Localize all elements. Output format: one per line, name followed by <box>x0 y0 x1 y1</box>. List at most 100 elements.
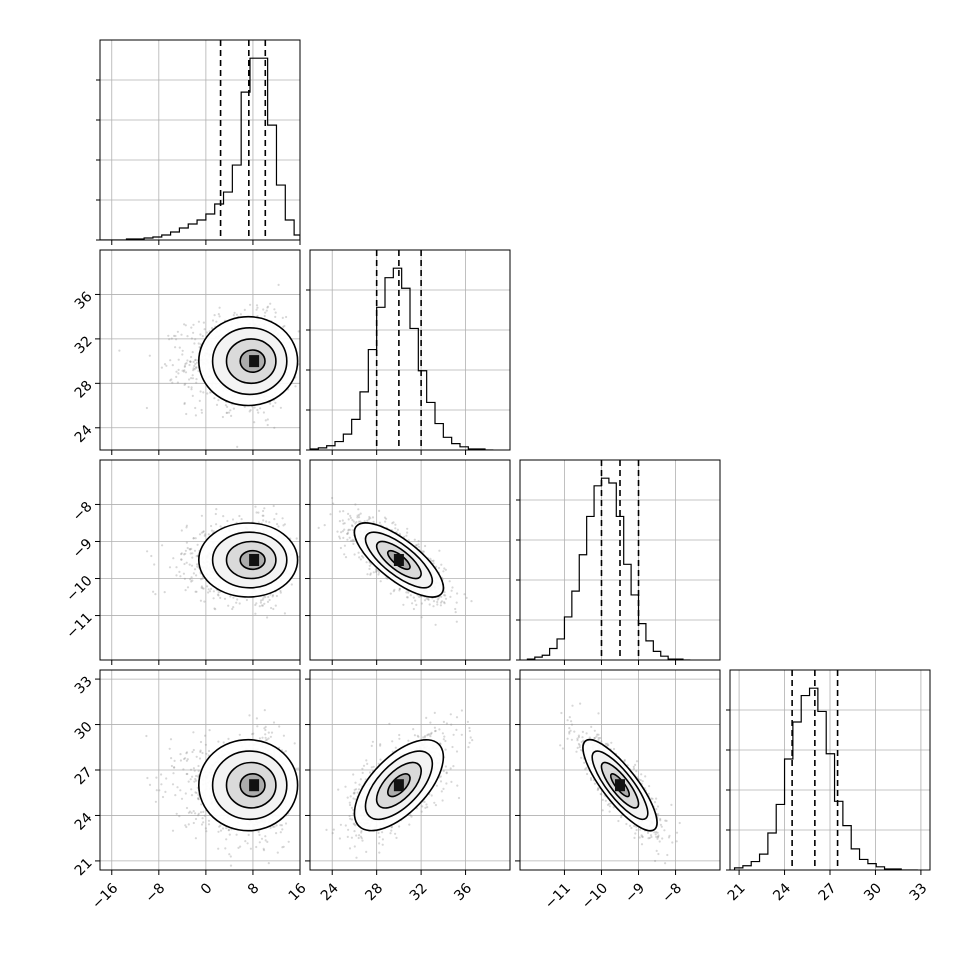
scatter-point <box>255 845 258 849</box>
scatter-point <box>263 727 266 730</box>
scatter-point <box>366 519 369 522</box>
scatter-point <box>183 323 186 326</box>
scatter-point <box>195 755 198 758</box>
scatter-point <box>208 590 212 593</box>
scatter-point <box>438 549 441 552</box>
scatter-point <box>346 531 350 534</box>
scatter-point <box>183 402 186 406</box>
scatter-point <box>254 505 257 508</box>
scatter-point <box>439 601 443 604</box>
scatter-point <box>263 709 266 712</box>
scatter-point <box>266 616 269 619</box>
scatter-point <box>175 574 178 577</box>
scatter-point <box>261 514 264 517</box>
scatter-point <box>423 599 427 602</box>
scatter-point <box>378 521 381 524</box>
scatter-point <box>432 562 435 565</box>
scatter-point <box>168 747 171 750</box>
scatter-point <box>342 536 345 540</box>
scatter-point <box>307 519 309 521</box>
scatter-point <box>256 725 259 728</box>
scatter-point <box>369 517 372 520</box>
scatter-point <box>161 544 164 547</box>
scatter-point <box>272 405 275 408</box>
scatter-point <box>153 563 156 566</box>
scatter-point <box>444 597 448 600</box>
scatter-point <box>228 833 231 836</box>
scatter-point <box>431 560 434 563</box>
scatter-point <box>207 591 210 594</box>
scatter-point <box>194 362 197 366</box>
scatter-point <box>281 316 284 319</box>
scatter-point <box>229 595 232 598</box>
scatter-point <box>201 453 203 455</box>
scatter-point <box>189 548 192 551</box>
scatter-point <box>362 556 365 559</box>
scatter-point <box>176 330 179 333</box>
scatter-point <box>444 568 447 571</box>
scatter-point <box>205 331 208 334</box>
scatter-point <box>274 315 277 318</box>
scatter-point <box>407 591 410 594</box>
scatter-point <box>272 607 275 611</box>
scatter-point <box>412 607 415 611</box>
scatter-point <box>174 794 177 797</box>
scatter-point <box>465 596 468 600</box>
scatter-point <box>374 568 378 571</box>
scatter-point <box>424 544 427 548</box>
scatter-point <box>235 601 238 604</box>
scatter-point <box>383 516 387 519</box>
scatter-point <box>264 419 267 422</box>
scatter-point <box>405 596 409 599</box>
scatter-point <box>213 314 216 317</box>
scatter-point <box>349 516 352 520</box>
scatter-point <box>195 361 199 364</box>
scatter-point <box>185 825 188 829</box>
scatter-point <box>213 397 216 400</box>
scatter-point <box>207 588 210 591</box>
scatter-point <box>238 602 241 605</box>
scatter-point <box>297 330 300 333</box>
scatter-point <box>439 604 442 607</box>
scatter-point <box>184 324 187 327</box>
scatter-point <box>182 572 185 575</box>
scatter-point <box>200 514 203 517</box>
scatter-point <box>398 587 401 591</box>
scatter-point <box>189 768 193 771</box>
scatter-point <box>200 823 204 826</box>
scatter-point <box>179 575 182 578</box>
scatter-point <box>189 578 192 581</box>
scatter-point <box>262 519 265 522</box>
scatter-point <box>264 596 267 599</box>
scatter-point <box>198 399 201 402</box>
scatter-point <box>196 565 199 568</box>
scatter-point <box>224 404 227 407</box>
scatter-point <box>217 830 220 833</box>
scatter-point <box>378 571 381 574</box>
scatter-point <box>248 410 251 413</box>
panel-2d-3-0 <box>95 669 301 875</box>
scatter-point <box>188 563 191 566</box>
scatter-point <box>188 363 191 367</box>
scatter-point <box>190 326 193 329</box>
scatter-point <box>368 564 371 567</box>
scatter-point <box>269 735 272 738</box>
scatter-point <box>225 411 228 414</box>
scatter-point <box>175 338 178 341</box>
panel-content <box>118 283 300 455</box>
scatter-point <box>359 558 362 561</box>
scatter-point <box>171 381 174 384</box>
scatter-point <box>192 369 195 372</box>
scatter-point <box>150 554 153 558</box>
scatter-point <box>391 522 394 525</box>
scatter-point <box>355 521 358 524</box>
scatter-point <box>372 520 375 524</box>
scatter-point <box>413 538 416 541</box>
scatter-point <box>236 445 239 448</box>
scatter-point <box>270 606 273 610</box>
scatter-point <box>202 391 205 394</box>
scatter-point <box>194 338 197 341</box>
scatter-point <box>215 403 219 406</box>
scatter-point <box>190 564 194 567</box>
scatter-point <box>186 758 189 761</box>
